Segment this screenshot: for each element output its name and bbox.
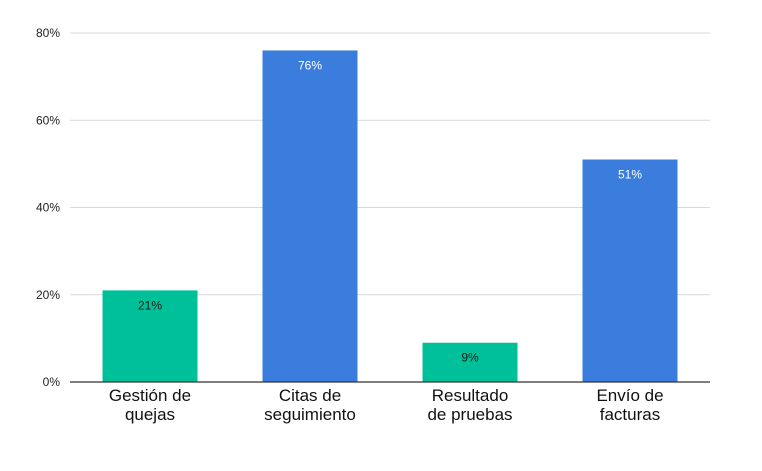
y-axis-tick-labels: 0% 20% 40% 60% 80% bbox=[36, 26, 60, 389]
x-tick-label: de pruebas bbox=[427, 405, 512, 424]
x-tick-label: Envío de bbox=[596, 386, 663, 405]
y-tick-label: 60% bbox=[36, 113, 60, 127]
y-tick-label: 40% bbox=[36, 201, 60, 215]
bar-value-label: 21% bbox=[138, 298, 162, 312]
bar-value-label: 76% bbox=[298, 58, 322, 72]
bar-value-label: 51% bbox=[618, 168, 642, 182]
x-tick-label: Citas de bbox=[279, 386, 341, 405]
bar-value-label: 9% bbox=[461, 351, 479, 365]
x-tick-label: Gestión de bbox=[109, 386, 191, 405]
bar bbox=[102, 290, 198, 382]
bars: 21% 76% 9% 51% bbox=[102, 50, 678, 382]
bar bbox=[582, 159, 678, 382]
x-tick-label: quejas bbox=[125, 405, 175, 424]
y-tick-label: 0% bbox=[43, 375, 61, 389]
x-tick-label: facturas bbox=[600, 405, 660, 424]
bar bbox=[262, 50, 358, 382]
y-tick-label: 20% bbox=[36, 288, 60, 302]
x-tick-label: Resultado bbox=[432, 386, 509, 405]
bar bbox=[422, 342, 518, 382]
x-tick-label: seguimiento bbox=[264, 405, 356, 424]
y-tick-label: 80% bbox=[36, 26, 60, 40]
